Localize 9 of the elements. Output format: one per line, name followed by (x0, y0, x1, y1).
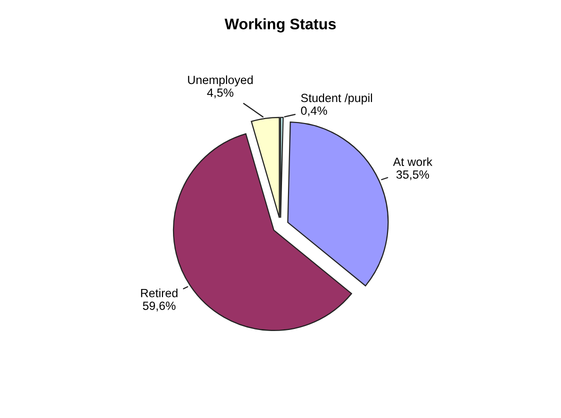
slice-label: Retired (141, 288, 178, 298)
data-label: 4,5% (207, 88, 234, 98)
data-label: 59,6% (142, 302, 176, 312)
chart-title: Working Status (224, 18, 336, 32)
slice-label: Student /pupil (301, 93, 372, 104)
data-label: 35,5% (396, 170, 430, 180)
slice-label: Unemployed (188, 75, 253, 86)
data-label: 0,4% (301, 106, 328, 116)
slice-label: At work (393, 157, 432, 166)
